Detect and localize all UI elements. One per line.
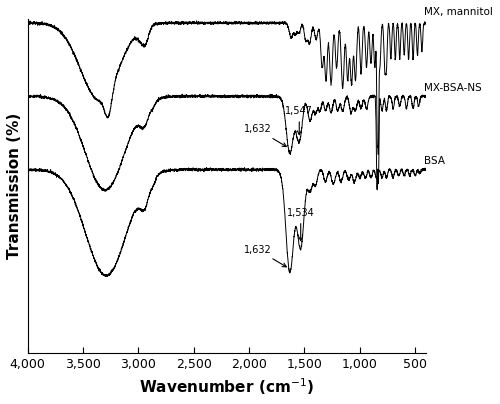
Text: MX, mannitol: MX, mannitol (424, 7, 493, 17)
Text: MX-BSA-NS: MX-BSA-NS (424, 83, 482, 93)
X-axis label: Wavenumber (cm$^{-1}$): Wavenumber (cm$^{-1}$) (140, 377, 314, 397)
Text: 1,632: 1,632 (244, 124, 286, 147)
Text: 1,632: 1,632 (244, 245, 286, 267)
Y-axis label: Transmission (%): Transmission (%) (7, 113, 22, 259)
Text: 1,547: 1,547 (286, 106, 313, 135)
Text: 1,534: 1,534 (287, 208, 314, 240)
Text: BSA: BSA (424, 156, 445, 166)
